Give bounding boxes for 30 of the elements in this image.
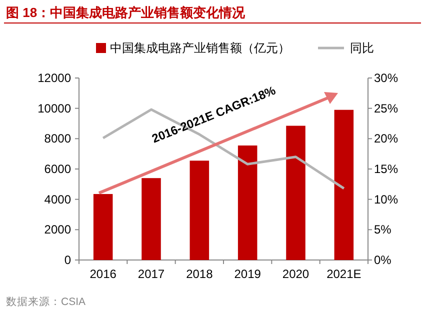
y2-tick-label: 0% xyxy=(374,253,392,267)
bar xyxy=(334,110,354,260)
bar xyxy=(190,160,210,260)
x-tick-label: 2021E xyxy=(326,267,362,281)
y-tick-label: 8000 xyxy=(44,132,72,146)
legend-label: 同比 xyxy=(350,41,374,55)
y2-tick-label: 20% xyxy=(374,132,398,146)
bar xyxy=(142,178,161,260)
legend-label: 中国集成电路产业销售额（亿元） xyxy=(110,41,290,55)
bar xyxy=(238,145,258,260)
source-note: 数据来源：CSIA xyxy=(6,295,86,308)
x-tick-label: 2017 xyxy=(138,267,165,281)
y-tick-label: 0 xyxy=(64,253,72,267)
y2-tick-label: 15% xyxy=(374,162,398,176)
y-tick-label: 4000 xyxy=(44,192,72,206)
x-tick-label: 2016 xyxy=(90,267,117,281)
y-tick-label: 12000 xyxy=(38,71,72,85)
bar xyxy=(286,126,306,260)
y2-tick-label: 25% xyxy=(374,101,398,116)
y2-tick-label: 10% xyxy=(374,192,398,206)
y2-tick-label: 5% xyxy=(374,222,392,237)
y2-tick-label: 30% xyxy=(374,71,398,85)
x-tick-label: 2019 xyxy=(234,267,262,281)
bar xyxy=(93,194,113,260)
y-tick-label: 2000 xyxy=(44,222,72,237)
y-tick-label: 10000 xyxy=(38,101,72,116)
y-tick-label: 6000 xyxy=(44,162,72,176)
x-tick-label: 2018 xyxy=(186,267,214,281)
x-tick-label: 2020 xyxy=(282,267,310,281)
chart-title: 图 18：中国集成电路产业销售额变化情况 xyxy=(6,5,246,20)
